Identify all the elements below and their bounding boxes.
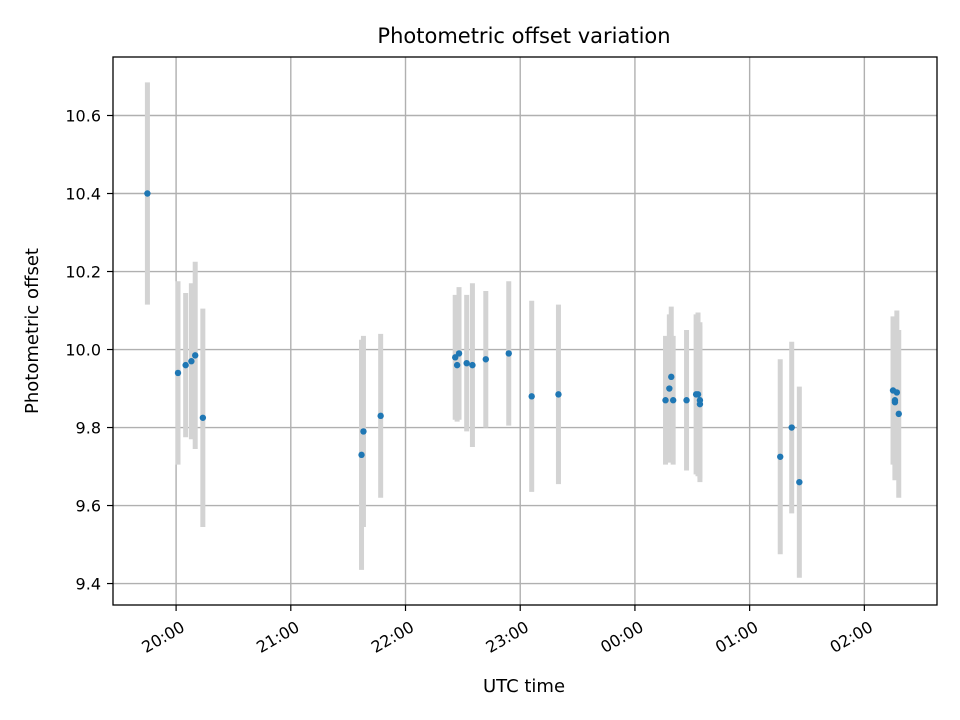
x-axis-title: UTC time [483,676,565,697]
data-point [377,412,384,420]
y-tick-label: 10.6 [65,107,101,126]
data-point [505,350,512,357]
data-point [891,398,899,406]
data-point [662,397,669,404]
data-point [668,373,675,381]
data-point [360,428,367,435]
data-point [683,397,690,404]
data-point [463,359,470,367]
data-point [188,358,195,365]
y-axis-ticks: 9.4 9.6 9.8 10.0 10.2 10.4 10.6 [65,107,113,594]
data-point [555,391,562,398]
data-point [895,410,902,418]
y-tick-label: 10.2 [65,263,101,282]
y-axis-title: Photometric offset [22,248,43,414]
data-point [192,352,199,359]
data-point [528,393,535,400]
data-point [669,397,677,404]
data-point [777,453,784,460]
data-point [469,361,476,369]
data-point [796,478,803,486]
y-tick-label: 10.0 [65,341,101,360]
y-tick-label: 10.4 [65,185,101,204]
data-point [453,361,461,369]
data-point [696,397,704,404]
data-point [666,385,673,392]
data-point [893,389,901,396]
data-point [144,190,151,197]
y-tick-label: 9.4 [76,575,101,594]
data-point [694,391,702,398]
data-point [788,424,795,431]
plot-frame [112,56,938,606]
data-point [455,350,463,357]
data-point [182,361,189,369]
data-point [174,369,182,377]
y-tick-label: 9.8 [76,419,101,438]
chart-title: Photometric offset variation [377,24,670,48]
data-point [199,414,207,421]
data-points [144,190,902,486]
data-point [482,356,490,363]
data-point [358,451,365,459]
grid-lines [113,57,937,605]
y-tick-label: 9.6 [76,497,101,516]
